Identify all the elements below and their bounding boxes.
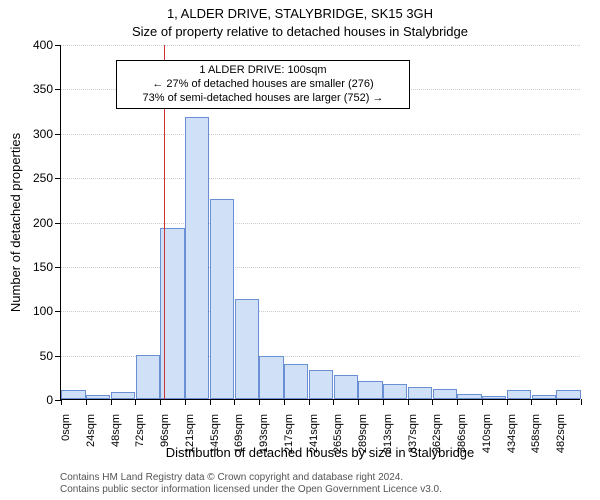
ytick-label: 0 <box>46 393 53 407</box>
histogram-bar <box>408 387 432 399</box>
xtick <box>111 399 112 405</box>
xtick <box>333 399 334 405</box>
ytick <box>55 178 61 179</box>
gridline <box>61 178 580 179</box>
histogram-bar <box>457 394 481 399</box>
xtick <box>383 399 384 405</box>
footer-line2: Contains public sector information licen… <box>60 484 590 496</box>
xtick <box>259 399 260 405</box>
ytick-label: 200 <box>33 216 53 230</box>
xtick <box>408 399 409 405</box>
gridline <box>61 267 580 268</box>
histogram-bar <box>358 381 382 399</box>
xtick <box>482 399 483 405</box>
histogram-bar <box>482 396 506 399</box>
ytick-label: 300 <box>33 127 53 141</box>
xtick <box>61 399 62 405</box>
xtick <box>284 399 285 405</box>
xtick <box>210 399 211 405</box>
histogram-bar <box>111 392 135 399</box>
histogram-bar <box>86 395 110 399</box>
ytick <box>55 311 61 312</box>
xtick <box>457 399 458 405</box>
histogram-bar <box>210 199 234 399</box>
footer-line1: Contains HM Land Registry data © Crown c… <box>60 472 590 484</box>
histogram-bar <box>61 390 85 399</box>
xtick <box>135 399 136 405</box>
gridline <box>61 134 580 135</box>
histogram-bar <box>556 390 580 399</box>
xtick <box>556 399 557 405</box>
ytick <box>55 267 61 268</box>
histogram-bar <box>136 355 160 399</box>
annotation-line3: 73% of semi-detached houses are larger (… <box>123 92 403 106</box>
histogram-bar <box>185 117 209 399</box>
ytick-label: 400 <box>33 38 53 52</box>
gridline <box>61 311 580 312</box>
chart-title-line2: Size of property relative to detached ho… <box>0 24 600 39</box>
xtick <box>432 399 433 405</box>
x-axis-label: Distribution of detached houses by size … <box>60 445 580 460</box>
histogram-bar <box>235 299 259 399</box>
chart-plot-area: 1 ALDER DRIVE: 100sqm ← 27% of detached … <box>60 45 580 400</box>
histogram-bar <box>383 384 407 399</box>
chart-title-line1: 1, ALDER DRIVE, STALYBRIDGE, SK15 3GH <box>0 6 600 21</box>
ytick <box>55 45 61 46</box>
xtick <box>185 399 186 405</box>
xtick <box>234 399 235 405</box>
xtick <box>581 399 582 405</box>
ytick-label: 50 <box>40 349 53 363</box>
ytick-label: 250 <box>33 171 53 185</box>
histogram-bar <box>284 364 308 400</box>
gridline <box>61 45 580 46</box>
ytick <box>55 89 61 90</box>
xtick <box>86 399 87 405</box>
xtick <box>160 399 161 405</box>
ytick-label: 100 <box>33 304 53 318</box>
xtick <box>358 399 359 405</box>
histogram-bar <box>334 375 358 399</box>
ytick <box>55 134 61 135</box>
y-axis-label: Number of detached properties <box>9 133 24 312</box>
annotation-box: 1 ALDER DRIVE: 100sqm ← 27% of detached … <box>116 60 410 109</box>
histogram-bar <box>433 389 457 399</box>
annotation-line2: ← 27% of detached houses are smaller (27… <box>123 78 403 92</box>
histogram-bar <box>259 356 283 399</box>
annotation-line1: 1 ALDER DRIVE: 100sqm <box>123 64 403 78</box>
ytick-label: 350 <box>33 82 53 96</box>
gridline <box>61 223 580 224</box>
ytick <box>55 356 61 357</box>
histogram-bar <box>309 370 333 399</box>
ytick <box>55 223 61 224</box>
y-axis-label-wrap: Number of detached properties <box>8 45 24 400</box>
ytick-label: 150 <box>33 260 53 274</box>
histogram-bar <box>532 395 556 399</box>
histogram-bar <box>507 390 531 399</box>
xtick <box>309 399 310 405</box>
footer-attribution: Contains HM Land Registry data © Crown c… <box>60 472 590 496</box>
xtick <box>531 399 532 405</box>
xtick <box>507 399 508 405</box>
